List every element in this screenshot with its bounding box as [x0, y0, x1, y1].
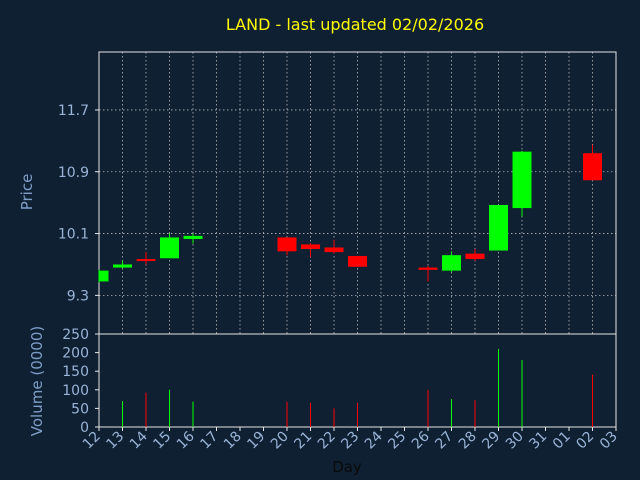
price-tick-label: 9.3 [67, 288, 89, 304]
x-tick-label: 01 [550, 429, 574, 453]
x-tick-label: 25 [385, 429, 409, 453]
candle-body [348, 255, 367, 267]
volume-tick-label: 100 [62, 383, 89, 399]
candle-body [183, 235, 203, 239]
candle-body [113, 264, 132, 268]
price-tick-label: 10.9 [58, 165, 89, 181]
candle-body [583, 153, 602, 181]
volume-tick-label: 50 [71, 401, 89, 417]
x-tick-label: 24 [362, 428, 386, 452]
volume-axis-label: Volume (0000) [28, 326, 46, 436]
candle-body [465, 253, 485, 260]
volume-tick-label: 0 [80, 420, 89, 436]
candle-body [301, 244, 320, 250]
price-panel: 9.3 10.1 10.9 11.7 [58, 51, 617, 335]
candle-body [442, 255, 461, 271]
candle-body [512, 151, 532, 209]
x-tick-label: 03 [597, 429, 621, 453]
candle-body [160, 237, 179, 259]
price-axis-label: Price [18, 174, 36, 211]
candle-body [324, 247, 344, 253]
x-tick-label: 16 [174, 428, 198, 452]
price-tick-label: 10.1 [58, 227, 89, 243]
x-tick-label: 19 [244, 429, 268, 453]
x-tick-label: 02 [573, 429, 597, 453]
x-tick-label: 13 [103, 429, 127, 453]
x-tick-label: 26 [409, 428, 433, 452]
x-tick-label: 23 [338, 429, 362, 453]
x-tick-label: 14 [127, 428, 151, 452]
x-tick-label: 17 [197, 429, 221, 453]
x-tick-label: 30 [503, 429, 527, 453]
x-axis-label: Day [332, 458, 362, 476]
x-tick-label: 29 [479, 429, 503, 453]
x-tick-label: 22 [315, 429, 339, 453]
candle-body [277, 237, 297, 252]
x-tick-label: 31 [526, 429, 550, 453]
candle-body [489, 204, 508, 251]
candle-body [136, 259, 156, 262]
x-tick-label: 18 [221, 429, 245, 453]
x-tick-label: 27 [432, 429, 456, 453]
x-tick-label: 21 [291, 429, 315, 453]
x-tick-label: 15 [150, 429, 174, 453]
x-tick-label: 20 [268, 429, 292, 453]
candle-body [99, 270, 109, 282]
volume-tick-label: 250 [62, 327, 89, 343]
volume-tick-label: 200 [62, 346, 89, 362]
chart-title: LAND - last updated 02/02/2026 [226, 15, 484, 34]
price-tick-label: 11.7 [58, 103, 89, 119]
candle-body [418, 267, 438, 270]
volume-tick-label: 150 [62, 364, 89, 380]
x-tick-label: 28 [456, 429, 480, 453]
